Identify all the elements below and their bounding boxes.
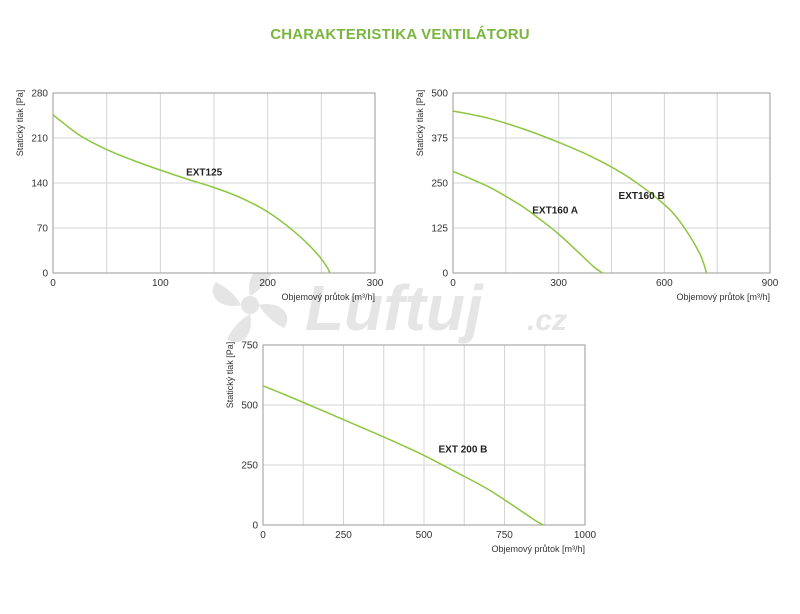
y-tick-label: 500 [241,401,258,412]
y-axis-label: Statický tlak [Pa] [415,90,425,157]
y-axis-label: Statický tlak [Pa] [225,342,235,409]
series-label: EXT160 A [532,206,578,217]
y-tick-label: 500 [431,89,448,100]
plot-frame [262,344,586,526]
series-label: EXT125 [186,167,223,178]
chart-ext200: 0 250 500 750 0 250 500 750 1000 Objemový průtok … [225,341,597,555]
x-tick-label: 200 [259,278,276,289]
plot-frame [452,92,771,274]
chart-ext160: 0 125 250 375 500 0 300 600 900 Objemový průtok [… [415,89,779,303]
x-tick-label: 600 [656,278,673,289]
y-tick-label: 250 [431,179,448,190]
y-tick-label: 0 [442,269,448,280]
x-tick-label: 0 [450,278,456,289]
x-tick-label: 300 [550,278,567,289]
x-tick-label: 0 [260,530,266,541]
watermark-logo: Luftuj .cz [212,267,567,344]
y-tick-label: 140 [31,179,48,190]
y-tick-label: 0 [252,521,258,532]
series-line [452,110,708,274]
series-line [452,170,604,274]
x-axis-label: Objemový průtok [m³/h] [676,292,770,302]
y-tick-label: 210 [31,134,48,145]
x-tick-label: 0 [50,278,56,289]
y-tick-label: 250 [241,461,258,472]
y-tick-label: 375 [431,134,448,145]
chart-ext125: 0 70 140 210 280 0 100 200 300 Objemový průtok [m… [15,89,384,303]
plot-frame [52,92,376,274]
watermark-text: Luftuj [305,272,484,344]
x-tick-label: 100 [152,278,169,289]
y-tick-label: 125 [431,224,448,235]
fan-icon [212,267,288,343]
x-axis-label: Objemový průtok [m³/h] [491,544,585,554]
x-tick-label: 750 [496,530,513,541]
x-tick-label: 900 [762,278,779,289]
y-axis-label: Statický tlak [Pa] [15,90,25,157]
series-line [52,114,331,274]
watermark-suffix: .cz [527,304,567,337]
series-label: EXT 200 B [438,445,487,456]
y-tick-label: 750 [241,341,258,352]
x-tick-label: 1000 [574,530,597,541]
series-line [262,385,544,526]
y-tick-label: 280 [31,89,48,100]
x-axis-label: Objemový průtok [m³/h] [281,292,375,302]
series-label: EXT160 B [619,191,665,202]
x-tick-label: 500 [416,530,433,541]
page-title: CHARAKTERISTIKA VENTILÁTORU [270,26,530,43]
x-tick-label: 250 [335,530,352,541]
x-tick-label: 300 [367,278,384,289]
y-tick-label: 0 [42,269,48,280]
y-tick-label: 70 [37,224,49,235]
